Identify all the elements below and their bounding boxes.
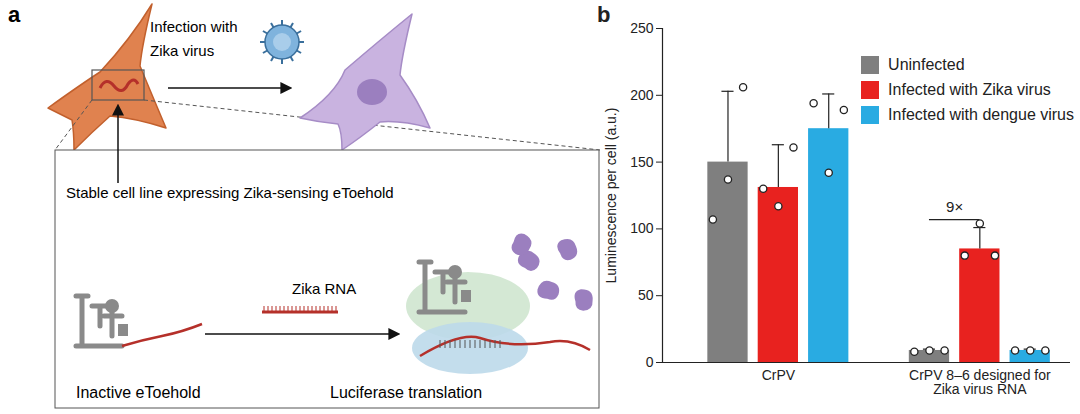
svg-text:Inactive eToehold: Inactive eToehold xyxy=(76,384,201,401)
svg-text:250: 250 xyxy=(630,20,654,36)
html-text:b: b xyxy=(597,2,611,27)
svg-text:Zika RNA: Zika RNA xyxy=(292,280,356,297)
html-text:Uninfected: Uninfected xyxy=(888,55,965,73)
html-text:Infected with Zika virus: Infected with Zika virus xyxy=(888,80,1051,98)
svg-text:a: a xyxy=(8,2,21,27)
svg-text:Luminescence per cell (a.u.): Luminescence per cell (a.u.) xyxy=(603,108,619,284)
svg-text:200: 200 xyxy=(630,87,654,103)
svg-text:Zika virus: Zika virus xyxy=(150,42,214,59)
svg-text:9×: 9× xyxy=(946,198,963,215)
svg-text:Stable cell line expressing Zi: Stable cell line expressing Zika-sensing… xyxy=(66,184,394,201)
svg-text:Infection with: Infection with xyxy=(150,18,238,35)
svg-text:150: 150 xyxy=(630,154,654,170)
html-text:Infected with dengue virus: Infected with dengue virus xyxy=(888,105,1074,123)
svg-text:Luciferase translation: Luciferase translation xyxy=(330,384,482,401)
svg-text:50: 50 xyxy=(638,287,654,303)
svg-text:0: 0 xyxy=(646,354,654,370)
svg-text:CrPV 8–6 designed forZika viru: CrPV 8–6 designed forZika virus RNA xyxy=(909,367,1051,397)
svg-text:100: 100 xyxy=(630,220,654,236)
svg-text:CrPV: CrPV xyxy=(762,367,796,383)
